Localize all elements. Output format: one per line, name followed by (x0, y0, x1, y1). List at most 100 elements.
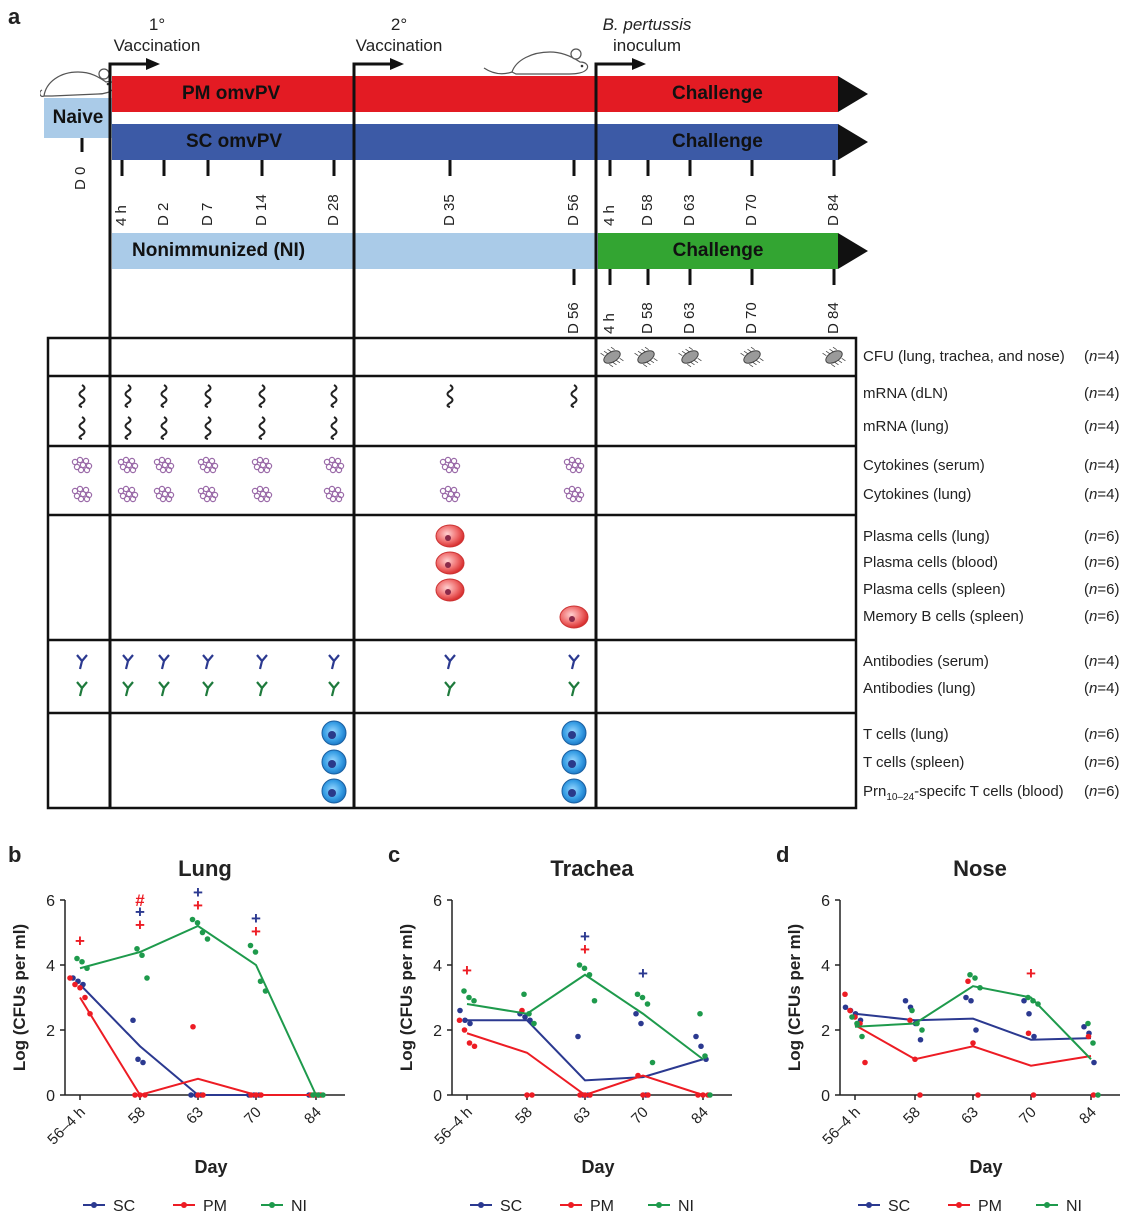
tick-label: D 2 (155, 202, 172, 226)
data-point (849, 1014, 855, 1020)
data-point (142, 1092, 148, 1098)
row-n: (n=4) (1084, 457, 1120, 474)
data-point (1021, 997, 1027, 1004)
row-n: (n=4) (1084, 486, 1120, 503)
chart-title: Lung (178, 856, 232, 881)
sc-challenge-label: Challenge (672, 131, 763, 152)
pm-omvpv-label: PM omvPV (182, 83, 281, 104)
data-point (586, 971, 593, 978)
data-point (253, 1092, 259, 1098)
cfu-charts: Lung 0 2 4 6 56–4 h 58 63 70 84 Log (CFUs per ml) D… (10, 856, 1120, 1214)
data-point (1085, 1033, 1092, 1040)
data-point (633, 1010, 639, 1017)
data-point (456, 1017, 463, 1024)
tick-label: D 84 (825, 194, 842, 226)
y-tick-label: 0 (821, 1088, 830, 1105)
antibody-icon (256, 681, 268, 697)
x-tick-label: 84 (688, 1104, 712, 1128)
x-tick-label: 63 (183, 1104, 207, 1128)
x-tick-label: 84 (1076, 1104, 1100, 1128)
data-point (1030, 997, 1036, 1004)
mrna-icon (160, 384, 168, 408)
data-point (912, 1056, 918, 1063)
ni-arrowhead (838, 233, 868, 269)
y-tick-label: 6 (433, 893, 442, 910)
sc-arrowhead (838, 124, 868, 160)
legend-item-SC: SC (470, 1198, 522, 1214)
data-point (462, 1017, 468, 1024)
row-label: T cells (lung) (863, 726, 949, 743)
bacteria-icon (600, 346, 624, 368)
data-point (842, 1004, 849, 1011)
panel-b-letter: b (8, 842, 22, 867)
tick-label: D 28 (325, 194, 342, 226)
row-n: (n=6) (1084, 783, 1120, 800)
legend-item-PM: PM (948, 1198, 1002, 1214)
secondary-vaccination-word: Vaccination (355, 36, 443, 55)
mrna-icon (204, 416, 212, 440)
antibody-icon (328, 654, 340, 670)
mrna-icon (446, 384, 454, 408)
tick-label: 4 h (113, 205, 130, 226)
tick-label-ni: D 70 (743, 302, 760, 334)
antibody-icon (568, 654, 580, 670)
data-point (77, 984, 83, 991)
row-label: Plasma cells (lung) (863, 528, 990, 545)
data-point (67, 975, 73, 981)
legend-item-NI: NI (261, 1198, 307, 1214)
data-point (471, 997, 477, 1004)
data-point (320, 1092, 326, 1098)
secondary-vaccination-arrow (352, 62, 394, 808)
tick-d0: D 0 (72, 166, 89, 190)
t-cell-icons (321, 720, 587, 804)
timeline-ticks (80, 138, 836, 285)
antibody-icon (444, 654, 456, 670)
row-n: (n=6) (1084, 528, 1120, 545)
y-tick-label: 2 (821, 1023, 830, 1040)
mrna-icon (330, 416, 338, 440)
tick-label: D 14 (253, 194, 270, 226)
data-point (707, 1092, 713, 1098)
series-line-PM (79, 996, 316, 1097)
data-point (965, 978, 971, 985)
antibody-icon (202, 654, 214, 670)
bacteria-icon (822, 346, 846, 368)
significance-mark: + (1026, 964, 1036, 983)
row-label: mRNA (lung) (863, 418, 949, 435)
data-point (645, 1092, 651, 1098)
data-point (575, 1033, 581, 1040)
data-point (471, 1043, 478, 1050)
data-point (975, 1092, 981, 1098)
series-line-NI (854, 985, 1092, 1060)
svg-text:NI: NI (291, 1198, 307, 1214)
cytokine-icon (563, 485, 585, 503)
data-point (1030, 1092, 1037, 1098)
svg-text:NI: NI (1066, 1198, 1082, 1214)
naive-bar: Naive (44, 98, 112, 138)
panel-c-letter: c (388, 842, 401, 867)
tick-label-ni: D 58 (639, 302, 656, 334)
y-tick-label: 4 (821, 958, 830, 975)
significance-mark: + (193, 896, 203, 915)
pm-challenge-label: Challenge (672, 83, 763, 104)
legend-item-NI: NI (1036, 1198, 1082, 1214)
row-label: mRNA (dLN) (863, 385, 949, 402)
data-point (199, 929, 206, 936)
svg-text:PM: PM (590, 1198, 614, 1214)
antibody-icons (76, 654, 580, 697)
data-point (698, 1043, 704, 1050)
data-point (74, 955, 80, 962)
tick-label: 4 h (601, 205, 618, 226)
data-point (634, 991, 641, 998)
data-point (188, 1092, 194, 1098)
x-tick-label: 58 (125, 1104, 149, 1128)
legend-item-SC: SC (83, 1198, 135, 1214)
svg-text:PM: PM (978, 1198, 1002, 1214)
chart-title: Trachea (550, 856, 634, 881)
cytokine-icon (251, 456, 273, 474)
data-point (697, 1010, 703, 1017)
row-label: Prn10–24-specifc T cells (blood) (863, 783, 1064, 803)
svg-text:SC: SC (113, 1198, 135, 1214)
data-point (917, 1092, 923, 1098)
series-line-NI (79, 924, 317, 1096)
